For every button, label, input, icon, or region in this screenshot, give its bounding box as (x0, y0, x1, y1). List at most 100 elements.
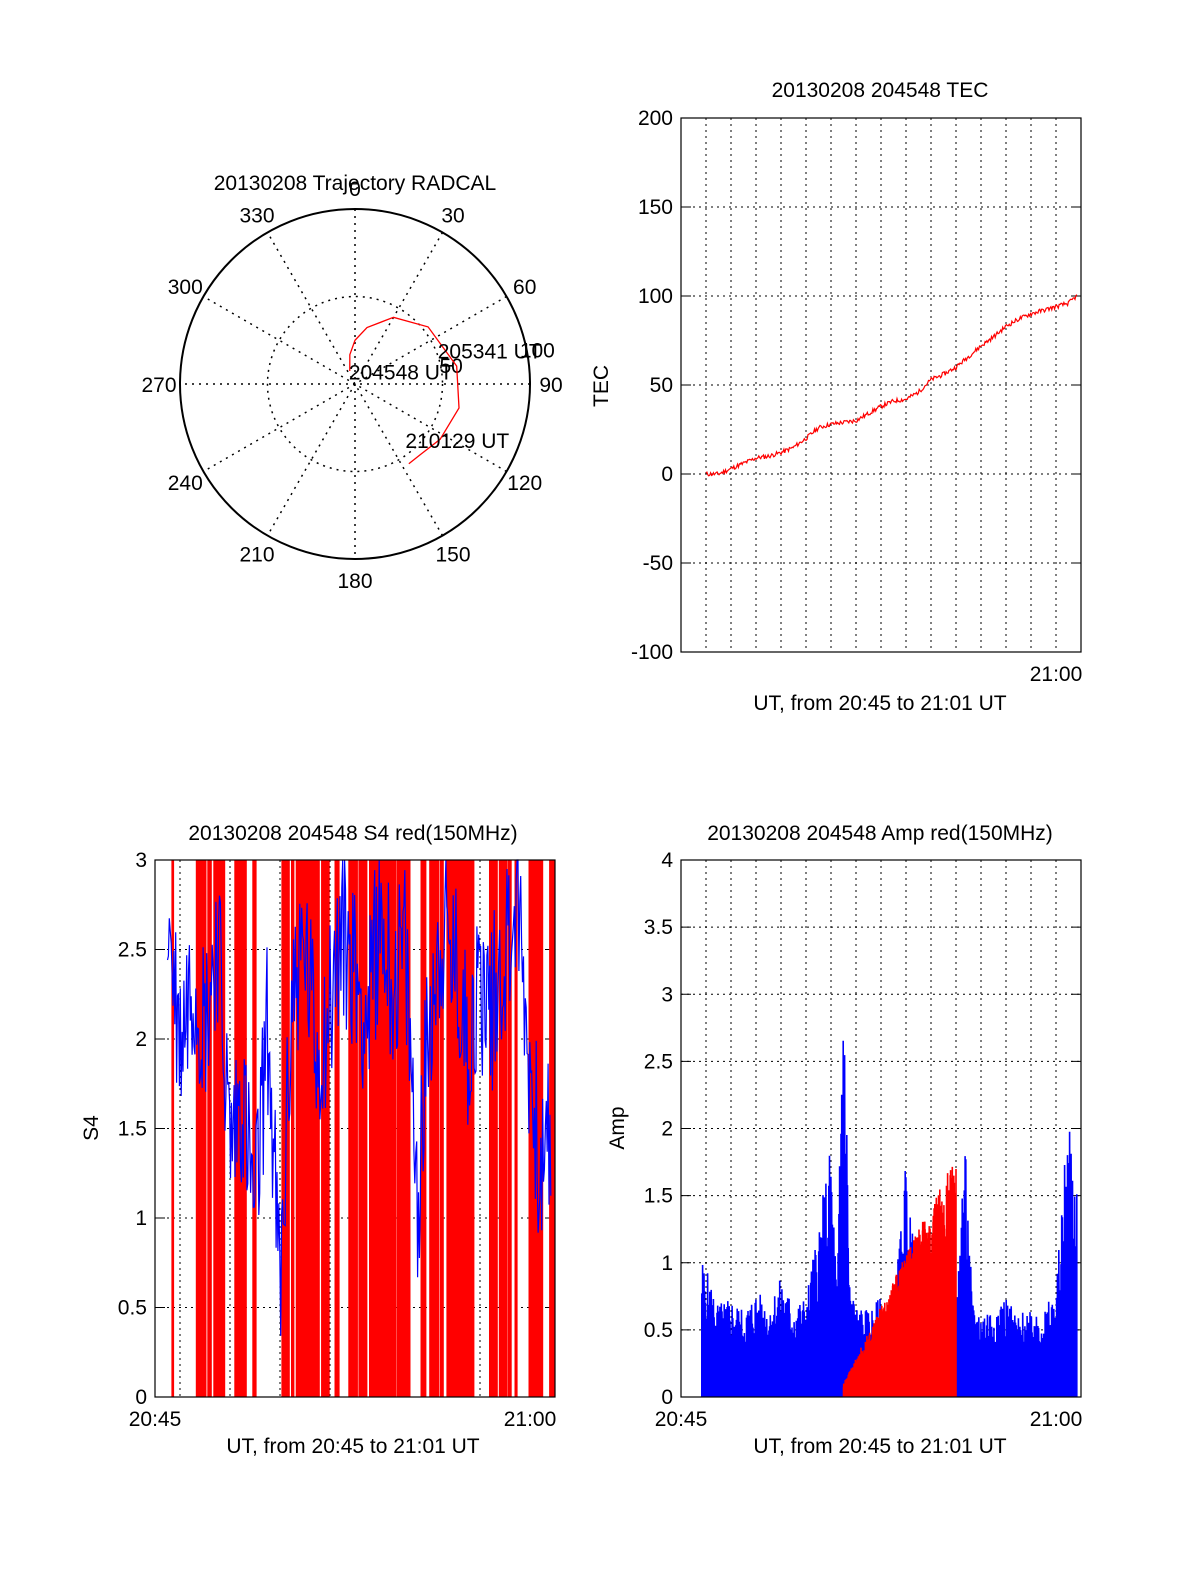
amp-plot-area: 0 0.5 1 1.5 2 2.5 3 3.5 4 20:45 21:00 (644, 849, 1082, 1431)
series-stripe-red (435, 860, 440, 1397)
trajectory-line (349, 316, 460, 465)
polar-angle-label: 240 (168, 472, 203, 495)
polar-spoke (266, 232, 444, 536)
series-stripe-red (353, 860, 358, 1397)
series-stripe-red (498, 860, 503, 1397)
series-stripe-red (382, 860, 387, 1397)
series-stripe-red (397, 860, 405, 1397)
polar-radius-label: 100 (520, 340, 555, 363)
y-tick-label: 200 (638, 107, 673, 130)
axes-frame (680, 859, 1082, 1398)
series-stripe-red (171, 860, 175, 1397)
polar-angle-labels: 0 30 60 90 120 150 180 210 240 270 300 330 (141, 178, 562, 593)
tec-xlabel: UT, from 20:45 to 21:01 UT (753, 692, 1006, 715)
y-tick-label: 2.5 (118, 939, 147, 962)
series-stripe-red (334, 860, 340, 1397)
polar-angle-label: 30 (441, 204, 464, 227)
y-tick-label: 3 (661, 983, 673, 1006)
amp-xlabel: UT, from 20:45 to 21:01 UT (753, 1435, 1006, 1458)
polar-angle-label: 0 (349, 178, 361, 201)
polar-angle-label: 60 (513, 276, 536, 299)
series-stripe-red (420, 860, 427, 1397)
series-stripe-red (453, 860, 461, 1397)
y-tick-label: 2 (661, 1118, 673, 1141)
series-stripe-red (549, 860, 556, 1397)
axes-frame (680, 117, 1082, 653)
y-tick-label: 150 (638, 196, 673, 219)
series-stripe-red (213, 860, 220, 1397)
y-tick-label: 0 (661, 1386, 673, 1409)
axes-frame (154, 859, 556, 1398)
series-stripe-red (348, 860, 356, 1397)
series-stripe-red (291, 860, 295, 1397)
polar-grid (179, 208, 531, 560)
trajectory-panel: 20130208 Trajectory RADCAL 0 30 60 90 120 150… (141, 172, 562, 593)
y-tick-label: 4 (661, 849, 673, 872)
series-line-red (705, 294, 1078, 477)
y-tick-label: 100 (638, 285, 673, 308)
series-stripe-red (315, 860, 320, 1397)
y-tick-label: 1.5 (644, 1185, 673, 1208)
series-stripe-red (459, 860, 468, 1397)
series-stripe-red (465, 860, 475, 1397)
y-tick-label: 3 (135, 849, 147, 872)
y-tick-label: 2.5 (644, 1050, 673, 1073)
series-stripe-red (391, 860, 397, 1397)
series-stripe-red (375, 860, 383, 1397)
y-tick-label: 50 (650, 374, 673, 397)
y-tick-label: 0.5 (644, 1319, 673, 1342)
trajectory-time-label: 205341 UT (438, 341, 542, 364)
polar-trajectory (349, 316, 460, 465)
x-tick-label: 20:45 (129, 1408, 182, 1431)
y-tick-label: 0.5 (118, 1297, 147, 1320)
polar-angle-label: 180 (337, 570, 372, 593)
series-stripe-red (507, 860, 512, 1397)
polar-angle-label: 210 (239, 544, 274, 567)
s4-panel: 20130208 204548 S4 red(150MHz) 0 0.5 1 1.5 2… (80, 822, 556, 1458)
x-tick-label: 21:00 (504, 1408, 557, 1431)
s4-title: 20130208 204548 S4 red(150MHz) (188, 822, 517, 845)
series-stripe-red (307, 860, 316, 1397)
polar-angle-label: 90 (539, 374, 562, 397)
series-stripe-red (379, 860, 384, 1397)
series-stripe-red (300, 860, 308, 1397)
series-stripe-red (202, 860, 207, 1397)
y-tick-label: 1 (135, 1207, 147, 1230)
y-tick-label: -50 (643, 552, 673, 575)
tec-plot-area: -100 -50 0 50 100 150 200 21:00 (631, 107, 1082, 686)
amp-title: 20130208 204548 Amp red(150MHz) (707, 822, 1053, 845)
polar-angle-label: 300 (168, 276, 203, 299)
series-stripe-red (401, 860, 407, 1397)
y-tick-label: 0 (135, 1386, 147, 1409)
s4-ylabel: S4 (80, 1115, 103, 1141)
series-stripe-red (387, 860, 393, 1397)
series-stripe-red (446, 860, 452, 1397)
polar-title: 20130208 Trajectory RADCAL (214, 172, 497, 195)
y-tick-label: 1 (661, 1252, 673, 1275)
series-stripe-red (195, 860, 199, 1397)
series-stripe-red (359, 860, 368, 1397)
y-tick-label: 3.5 (644, 916, 673, 939)
series-stripe-red (514, 860, 518, 1397)
series-stripe-red (489, 860, 497, 1397)
series-stripe-red (216, 860, 224, 1397)
series-stripe-red (196, 860, 206, 1397)
series-stripe-red (471, 860, 474, 1397)
series-stripe-red (369, 860, 377, 1397)
series-spikes-red (842, 1166, 957, 1398)
series-stripe-red (358, 860, 363, 1397)
series-stripe-red (534, 860, 544, 1397)
polar-angle-label: 270 (141, 374, 176, 397)
s4-xlabel: UT, from 20:45 to 21:01 UT (226, 1435, 479, 1458)
series-stripe-red (207, 860, 212, 1397)
polar-inner-circle (266, 295, 444, 473)
tec-panel: 20130208 204548 TEC -100 -50 0 50 100 150 200 2… (590, 79, 1082, 715)
amp-ylabel: Amp (606, 1106, 629, 1149)
x-tick-label: 20:45 (655, 1408, 708, 1431)
series-stripe-red (449, 860, 457, 1397)
tec-ylabel: TEC (590, 365, 613, 407)
series-stripe-red (237, 860, 245, 1397)
series-stripe-red (295, 860, 300, 1397)
